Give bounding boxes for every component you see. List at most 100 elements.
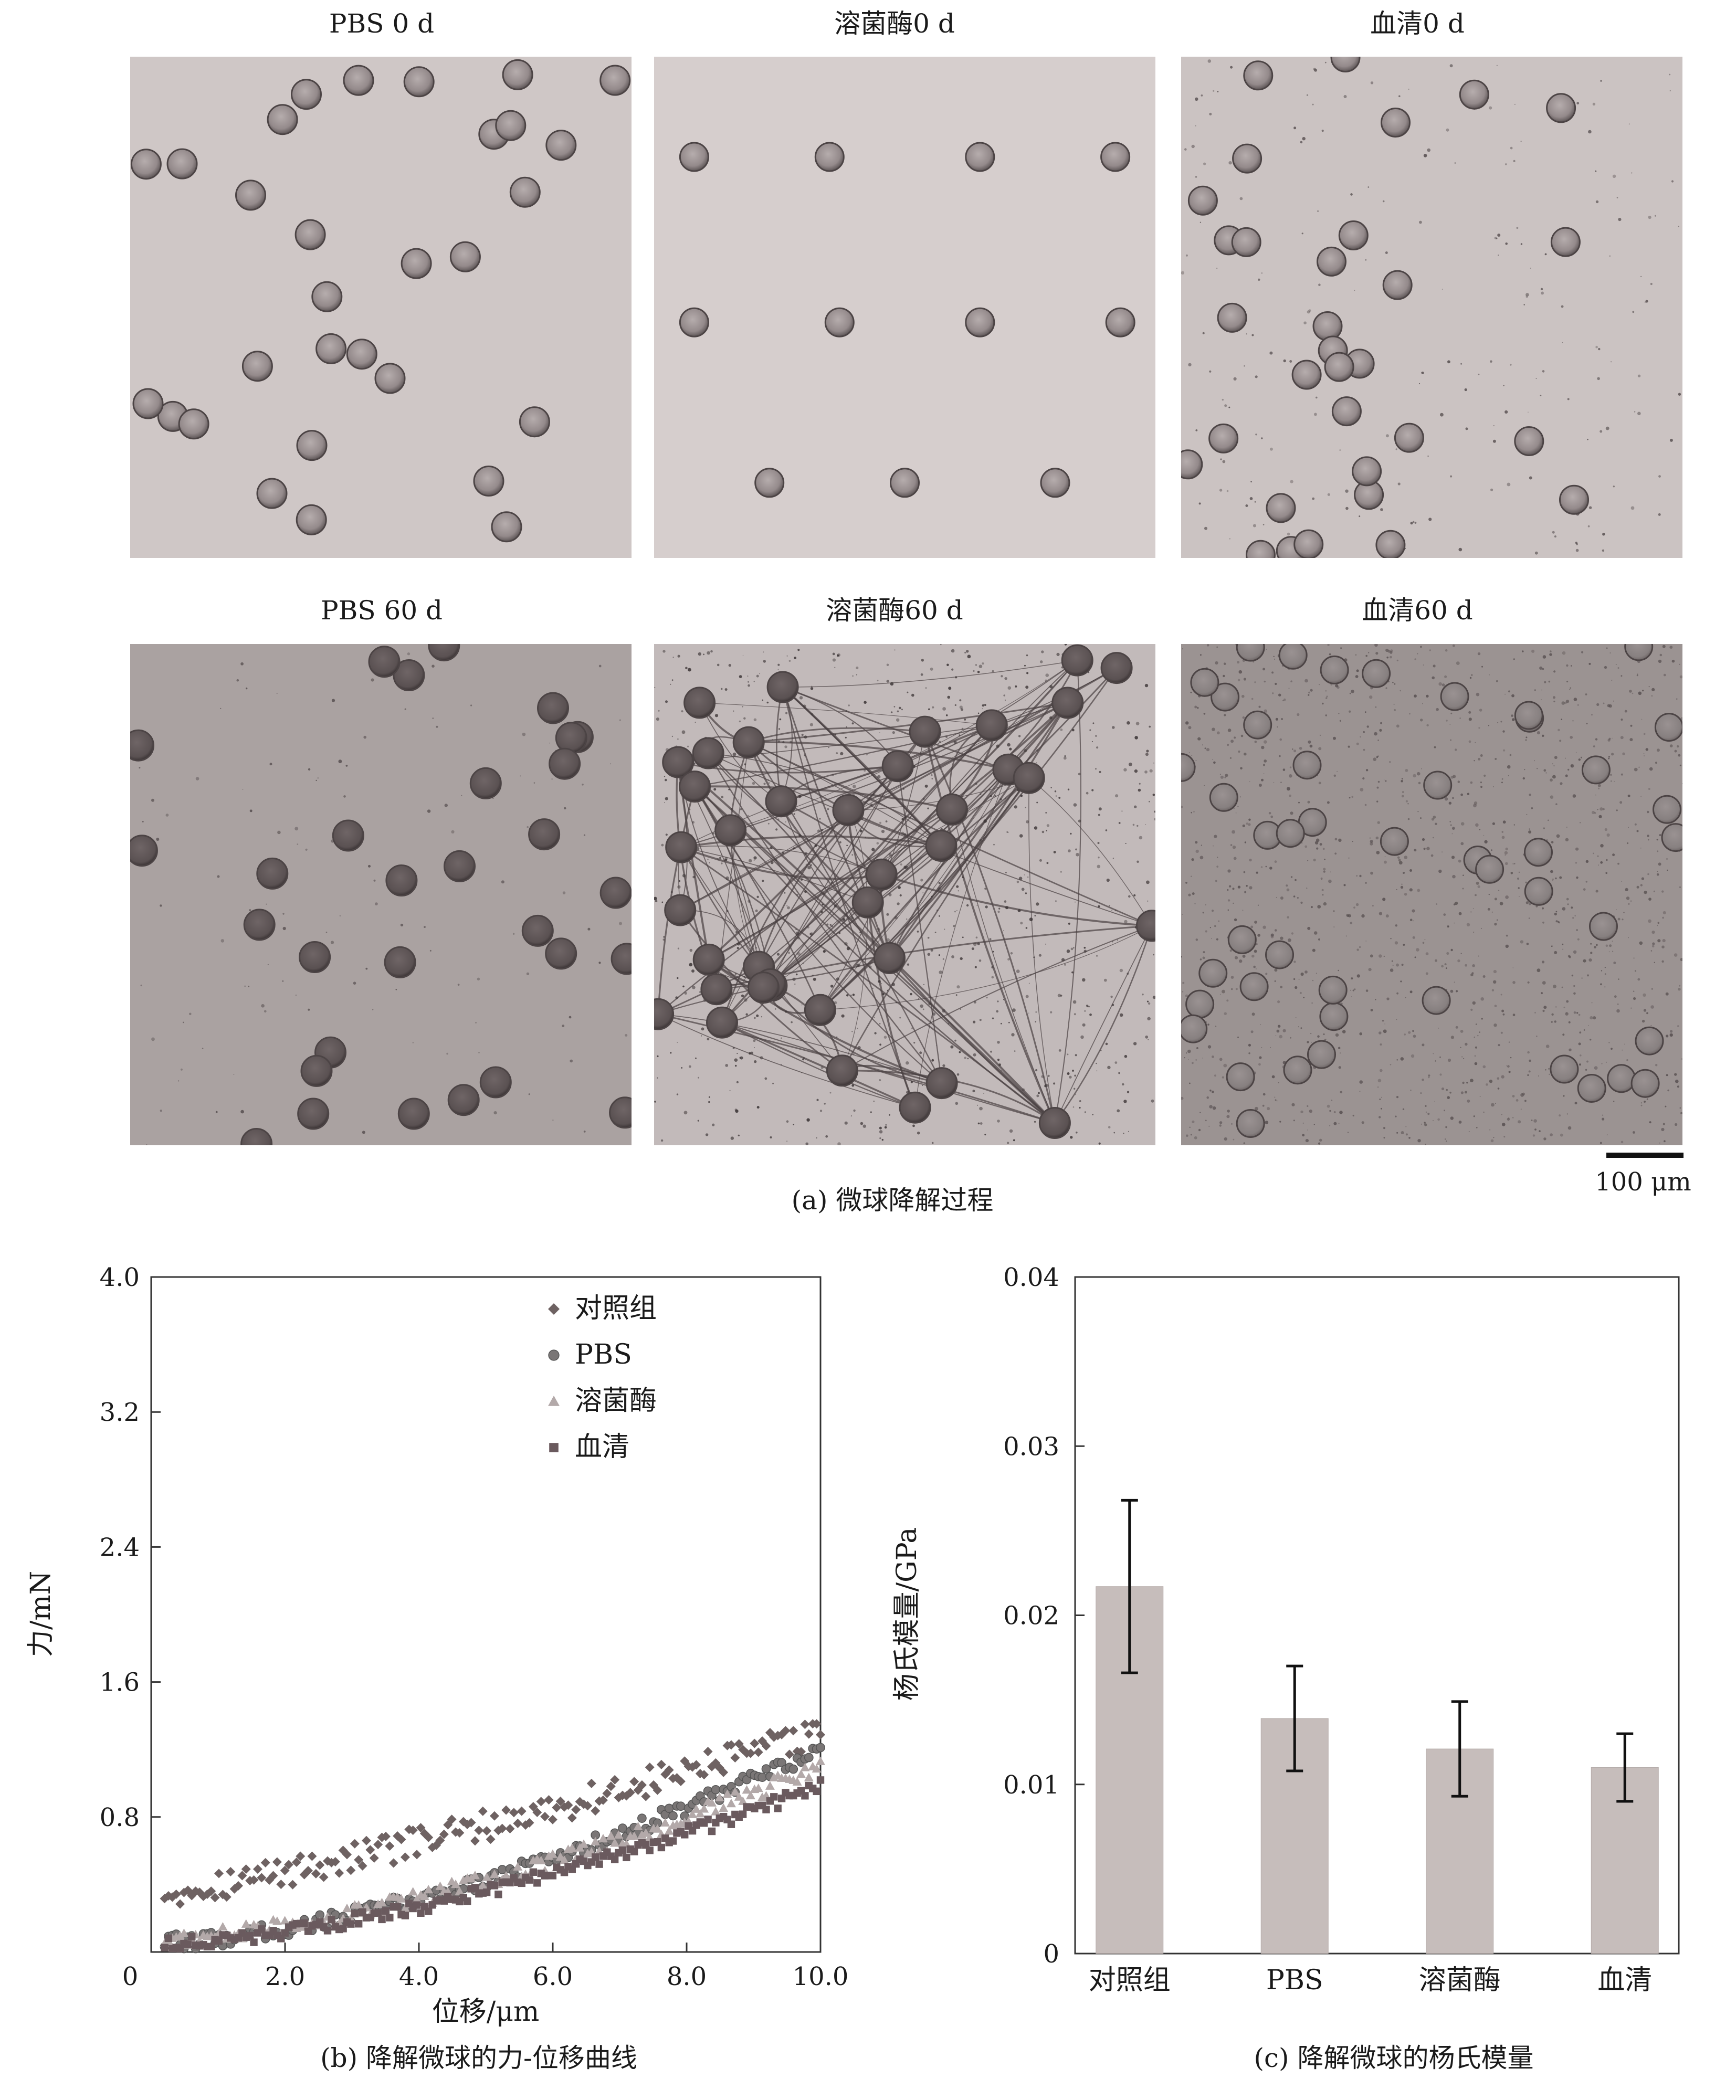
data-point xyxy=(276,1880,286,1890)
data-point xyxy=(571,1804,581,1814)
microsphere xyxy=(1208,423,1239,453)
data-point xyxy=(528,1802,538,1812)
data-point xyxy=(509,1808,519,1818)
data-point xyxy=(567,1843,577,1852)
microsphere xyxy=(1013,762,1045,794)
data-point xyxy=(249,1875,259,1885)
microsphere xyxy=(1380,827,1409,856)
data-point xyxy=(711,1785,721,1795)
data-point xyxy=(788,1764,798,1774)
data-point xyxy=(656,1759,666,1769)
data-point xyxy=(660,1818,670,1827)
data-point xyxy=(781,1726,791,1736)
data-point xyxy=(346,1865,356,1875)
data-point xyxy=(495,1891,502,1898)
data-point xyxy=(567,1813,577,1823)
y-tick-label: 3.2 xyxy=(100,1398,140,1427)
y-tick-label: 1.6 xyxy=(100,1668,140,1697)
microsphere xyxy=(965,142,995,172)
data-point xyxy=(770,1793,778,1801)
microsphere xyxy=(1635,1026,1664,1056)
chart-c-bars: 对照组 PBS 溶菌酶 血清 xyxy=(1089,1499,1659,1996)
data-point xyxy=(722,1789,732,1798)
data-point xyxy=(241,1919,251,1928)
microsphere xyxy=(965,307,995,337)
data-point xyxy=(730,1753,740,1763)
data-point xyxy=(303,1865,313,1875)
data-point xyxy=(470,1871,480,1880)
data-point xyxy=(497,1865,507,1874)
microsphere xyxy=(132,388,164,419)
microsphere xyxy=(549,747,581,780)
microsphere xyxy=(291,79,322,110)
data-point xyxy=(233,1881,243,1891)
data-point xyxy=(447,1814,457,1824)
microsphere xyxy=(765,785,797,818)
microsphere xyxy=(679,771,711,803)
microsphere xyxy=(1181,449,1203,480)
y-tick-label: 2.4 xyxy=(100,1533,140,1562)
data-point xyxy=(602,1788,612,1798)
data-point xyxy=(226,1867,236,1877)
data-point xyxy=(489,1811,499,1821)
microsphere xyxy=(256,857,289,890)
data-point xyxy=(400,1852,410,1862)
data-point xyxy=(237,1871,247,1881)
data-point xyxy=(489,1869,499,1879)
x-tick-label: 0 xyxy=(122,1962,139,1991)
microsphere xyxy=(1318,975,1348,1005)
data-point xyxy=(241,1864,251,1874)
x-category-label: PBS xyxy=(1266,1965,1323,1996)
data-point xyxy=(549,1872,557,1880)
microsphere xyxy=(1038,1107,1071,1139)
x-tick-label: 8.0 xyxy=(667,1962,707,1991)
data-point xyxy=(339,1925,347,1933)
microsphere xyxy=(1338,220,1369,250)
microsphere xyxy=(1589,912,1618,941)
data-point xyxy=(745,1748,755,1758)
micrograph-lysozyme-0d xyxy=(654,57,1155,558)
data-point xyxy=(699,1804,709,1813)
data-point xyxy=(753,1783,763,1792)
data-point xyxy=(591,1837,601,1846)
microsphere xyxy=(447,1084,480,1116)
data-point xyxy=(419,1891,429,1901)
data-point xyxy=(719,1803,729,1812)
data-point xyxy=(470,1836,480,1846)
data-point xyxy=(704,1816,712,1823)
data-point xyxy=(482,1872,492,1881)
microsphere xyxy=(814,142,845,172)
data-point xyxy=(382,1907,390,1915)
data-point xyxy=(552,1802,562,1812)
microsphere xyxy=(832,794,865,826)
data-point xyxy=(171,1890,181,1900)
data-point xyxy=(804,1753,814,1763)
microsphere xyxy=(1243,60,1274,91)
microsphere xyxy=(1292,751,1322,780)
data-point xyxy=(486,1834,496,1844)
microsphere xyxy=(545,937,577,970)
data-point xyxy=(451,1879,461,1888)
microsphere xyxy=(1181,1014,1208,1043)
data-point xyxy=(544,1795,554,1805)
data-point xyxy=(215,1937,223,1945)
data-point xyxy=(272,1857,282,1867)
data-point xyxy=(396,1894,406,1903)
data-point xyxy=(633,1821,643,1831)
microsphere xyxy=(1352,456,1382,487)
data-point xyxy=(742,1785,752,1794)
x-category-label: 溶菌酶 xyxy=(1419,1965,1501,1996)
data-point xyxy=(463,1897,471,1905)
data-point xyxy=(664,1765,674,1775)
data-point xyxy=(611,1855,619,1863)
panel-c-caption: (c) 降解微球的杨氏模量 xyxy=(1254,2043,1534,2073)
microsphere xyxy=(1559,484,1589,515)
microsphere xyxy=(166,148,198,180)
data-point xyxy=(361,1835,371,1845)
microsphere xyxy=(665,831,698,863)
data-point xyxy=(435,1881,445,1890)
chart-b-ylabel: 力/mN xyxy=(25,1571,57,1657)
microsphere xyxy=(294,219,326,250)
micrograph-background xyxy=(1181,57,1682,558)
y-tick-label: 0.02 xyxy=(1003,1601,1059,1631)
